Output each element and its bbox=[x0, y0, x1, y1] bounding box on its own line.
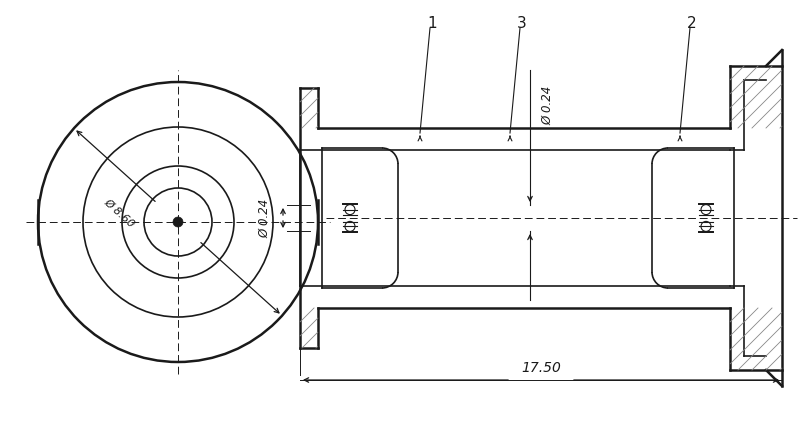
Text: 2: 2 bbox=[687, 15, 697, 31]
Text: Ø 0.24: Ø 0.24 bbox=[542, 85, 554, 125]
Circle shape bbox=[173, 217, 183, 227]
Text: 17.50: 17.50 bbox=[521, 361, 561, 375]
Text: 1: 1 bbox=[427, 15, 437, 31]
Text: Ø 8.60: Ø 8.60 bbox=[102, 197, 136, 229]
Text: 3: 3 bbox=[517, 15, 527, 31]
Text: Ø 0.24: Ø 0.24 bbox=[258, 198, 271, 238]
